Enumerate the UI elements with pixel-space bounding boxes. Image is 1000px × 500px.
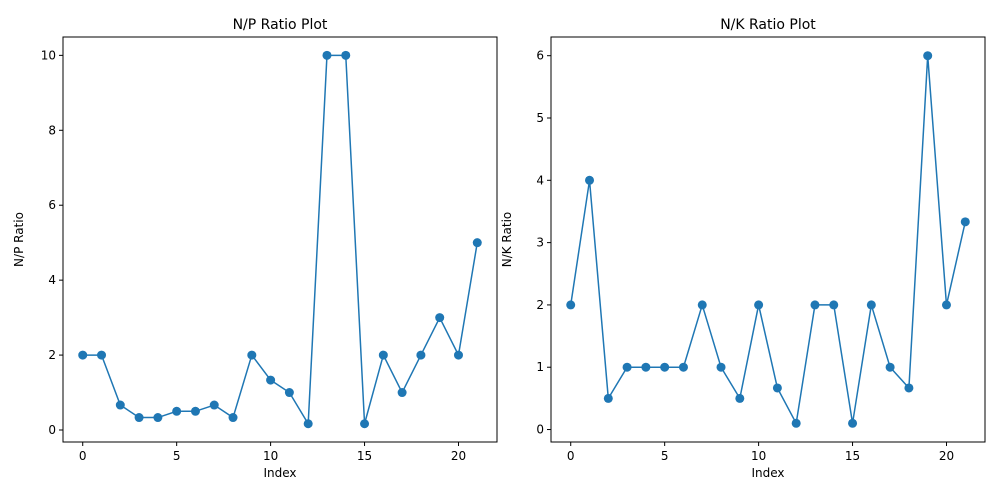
data-point	[453, 350, 463, 360]
data-point	[134, 413, 144, 423]
data-point	[678, 362, 688, 372]
y-tick-label: 2	[48, 348, 56, 362]
data-point	[697, 300, 707, 310]
data-point	[435, 313, 445, 323]
data-point	[885, 362, 895, 372]
data-point	[866, 300, 876, 310]
data-point	[322, 50, 332, 60]
x-tick-label: 15	[357, 449, 372, 463]
data-point	[78, 350, 88, 360]
data-point	[810, 300, 820, 310]
x-tick-label: 10	[263, 449, 278, 463]
data-point	[829, 300, 839, 310]
chart-title: N/P Ratio Plot	[233, 17, 328, 33]
data-point	[172, 406, 182, 416]
data-point	[341, 50, 351, 60]
x-tick-label: 0	[567, 449, 575, 463]
data-point	[641, 362, 651, 372]
data-point	[303, 419, 313, 429]
x-tick-label: 5	[173, 449, 181, 463]
data-point	[209, 400, 219, 410]
y-tick-label: 0	[48, 423, 56, 437]
data-point	[115, 400, 125, 410]
data-point	[284, 388, 294, 398]
x-tick-label: 20	[451, 449, 466, 463]
data-point	[603, 393, 613, 403]
data-point	[716, 362, 726, 372]
y-tick-label: 6	[48, 198, 56, 212]
data-point	[566, 300, 576, 310]
plot-frame	[62, 36, 498, 443]
data-point	[754, 300, 764, 310]
data-point	[622, 362, 632, 372]
x-tick-label: 0	[79, 449, 87, 463]
data-point	[472, 238, 482, 248]
data-point	[960, 217, 970, 227]
data-point	[735, 393, 745, 403]
x-tick-label: 15	[845, 449, 860, 463]
y-tick-label: 4	[48, 273, 56, 287]
data-point	[360, 419, 370, 429]
chart-nk-ratio: N/K Ratio Plot 0 5 10 15 20 0 1 2 3 4 5 6 Index N/K Ra…	[500, 17, 986, 480]
data-point	[941, 300, 951, 310]
y-tick-label: 5	[536, 111, 544, 125]
data-point	[791, 418, 801, 428]
y-tick-label: 8	[48, 123, 56, 137]
y-tick-label: 10	[41, 48, 56, 62]
data-point	[848, 418, 858, 428]
y-tick-label: 1	[536, 360, 544, 374]
plot-frame	[550, 36, 986, 443]
data-point	[153, 413, 163, 423]
data-point	[923, 51, 933, 61]
y-tick-label: 4	[536, 173, 544, 187]
y-tick-label: 6	[536, 49, 544, 63]
x-tick-label: 5	[661, 449, 669, 463]
chart-np-ratio: N/P Ratio Plot 0 5 10 15 20 0 2 4 6 8 10 Index N/P Ra…	[12, 17, 498, 480]
x-axis-label: Index	[263, 466, 296, 480]
y-axis-label: N/P Ratio	[12, 212, 26, 267]
data-point	[585, 175, 595, 185]
data-point	[266, 375, 276, 385]
chart-title: N/K Ratio Plot	[720, 17, 816, 33]
x-axis-label: Index	[751, 466, 784, 480]
data-point	[228, 413, 238, 423]
data-point	[904, 383, 914, 393]
data-point	[660, 362, 670, 372]
data-point	[247, 350, 257, 360]
x-tick-label: 10	[751, 449, 766, 463]
x-tick-label: 20	[939, 449, 954, 463]
series-line	[569, 55, 967, 426]
data-point	[397, 388, 407, 398]
data-point	[416, 350, 426, 360]
series-line	[82, 54, 479, 427]
y-tick-label: 0	[536, 423, 544, 437]
data-point	[378, 350, 388, 360]
y-axis-label: N/K Ratio	[500, 212, 514, 268]
y-tick-label: 2	[536, 298, 544, 312]
data-point	[97, 350, 107, 360]
y-tick-label: 3	[536, 236, 544, 250]
data-point	[772, 383, 782, 393]
data-point	[190, 406, 200, 416]
